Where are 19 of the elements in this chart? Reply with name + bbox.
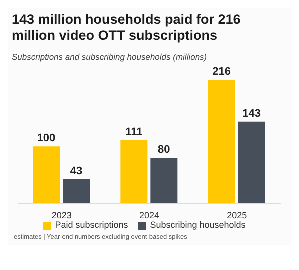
- data-label: 100: [37, 132, 56, 145]
- x-tick-label: 2023: [52, 210, 72, 220]
- data-label: 80: [158, 144, 170, 156]
- chart-title: 143 million households paid for 216 million video OTT subscriptions: [11, 11, 242, 44]
- legend-label: Subscribing households: [150, 220, 246, 230]
- bar: [238, 122, 266, 204]
- x-tick-label: 2024: [139, 210, 160, 220]
- bar: [208, 80, 236, 204]
- x-tick-label: 2025: [227, 210, 248, 220]
- chart-subtitle: Subscriptions and subscribing households (millions): [11, 51, 208, 62]
- data-label: 43: [70, 165, 83, 178]
- data-label: 111: [126, 126, 143, 138]
- bar: [150, 158, 178, 204]
- legend-label: Paid subscriptions: [55, 220, 128, 230]
- bar: [63, 179, 90, 204]
- bar: [120, 140, 148, 204]
- bar: [33, 146, 60, 204]
- data-label: 143: [242, 108, 262, 120]
- data-label: 216: [212, 66, 232, 78]
